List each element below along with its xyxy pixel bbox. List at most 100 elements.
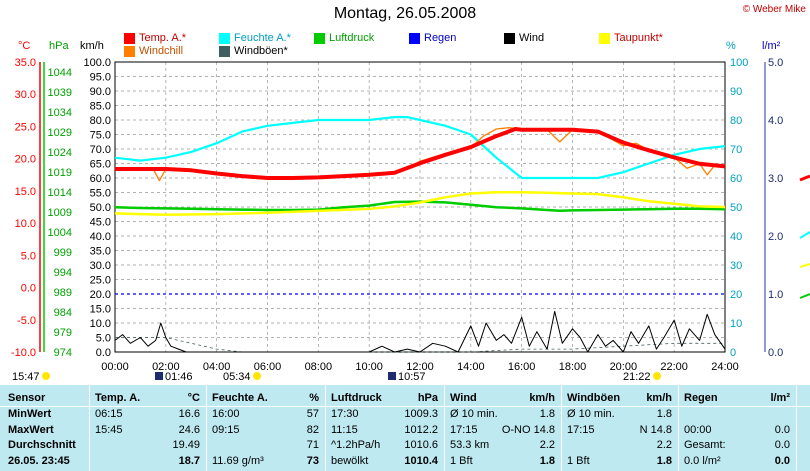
sun-marker-icon: [652, 372, 661, 380]
edge-mark: [799, 231, 810, 239]
wind-tick-label: 80.0: [90, 115, 111, 127]
table-header: Windböen: [567, 392, 621, 404]
wind-tick-label: 15.0: [90, 304, 111, 316]
table-header: Luftdruck: [331, 392, 382, 404]
table-cell-label: 16:00: [212, 408, 240, 420]
x-tick-label: 20:00: [610, 361, 638, 373]
rain-axis-unit: l/m²: [762, 40, 781, 52]
table-cell-value: 18.7: [178, 454, 200, 467]
temp-tick-label: 5.0: [21, 250, 36, 262]
humidity-tick-label: 90: [730, 86, 742, 98]
x-tick-label: 24:00: [711, 361, 739, 373]
wind-axis-unit: km/h: [80, 40, 104, 52]
table-cell-label: 0.0 l/m²: [684, 454, 721, 467]
x-tick-label: 14:00: [457, 361, 485, 373]
table-header: Feuchte A.: [212, 392, 268, 404]
legend-swatch-pressure: [314, 32, 325, 44]
table-cell-value: 0.0: [774, 454, 790, 467]
table-cell-value: 1.8: [656, 454, 672, 467]
pressure-tick-label: 1014: [48, 187, 72, 199]
wind-tick-label: 85.0: [90, 101, 111, 113]
legend-item-windchill: Windchill: [124, 45, 183, 57]
rain-tick-label: 5.0: [768, 57, 783, 69]
pressure-tick-label: 1029: [48, 127, 72, 139]
x-tick-label: 04:00: [203, 361, 231, 373]
series-line-taupunkt: [114, 190, 726, 216]
pressure-tick-label: 1034: [48, 107, 72, 119]
rain-tick-label: 3.0: [768, 173, 783, 185]
table-cell-value: O-NO 14.8: [501, 423, 555, 436]
wind-tick-label: 95.0: [90, 72, 111, 84]
temp-tick-label: 15.0: [15, 186, 36, 198]
series-line-feuchtea: [114, 115, 726, 180]
table-header-unit: km/h: [529, 392, 555, 404]
wind-tick-label: 20.0: [90, 289, 111, 301]
table-cell-label: 17:30: [331, 408, 359, 420]
credit-label: © Weber Mike: [742, 4, 806, 15]
legend-item-wind: Wind: [504, 32, 544, 44]
temp-tick-label: -10.0: [11, 347, 36, 359]
table-cell-label: bewölkt: [331, 454, 369, 467]
legend-item-gust: Windböen*: [219, 45, 288, 57]
x-tick-label: 16:00: [508, 361, 536, 373]
timestamp-t4: 21:22: [623, 371, 661, 383]
pressure-tick-label: 999: [54, 247, 72, 259]
rain-tick-label: 4.0: [768, 115, 783, 127]
table-cell-value: 19.49: [172, 439, 200, 451]
legend-item-temp: Temp. A.*: [124, 32, 186, 44]
sun-marker-icon: [41, 372, 50, 380]
table-cell-value: 16.6: [178, 408, 200, 420]
table-cell-label: 11:15: [331, 423, 358, 436]
table-cell-value: 2.2: [539, 439, 555, 451]
table-header-unit: km/h: [646, 392, 672, 404]
legend-item-pressure: Luftdruck: [314, 32, 374, 44]
table-cell-value: N 14.8: [639, 423, 672, 436]
temp-tick-label: 10.0: [15, 218, 36, 230]
legend-swatch-rain: [409, 32, 420, 44]
legend-swatch-gust: [219, 45, 230, 57]
pressure-tick-label: 994: [54, 267, 72, 279]
x-tick-label: 06:00: [254, 361, 282, 373]
x-tick-label: 12:00: [406, 361, 434, 373]
edge-mark: [799, 293, 810, 299]
table-cell-value: 0.0: [774, 423, 790, 436]
humidity-tick-label: 80: [730, 115, 742, 127]
wind-tick-label: 35.0: [90, 246, 111, 258]
table-header: Regen: [684, 392, 718, 404]
table-cell-value: 57: [306, 408, 319, 420]
table-cell-label: 17:15: [567, 423, 595, 436]
table-cell-value: 1.8: [656, 408, 672, 420]
wind-tick-label: 10.0: [90, 318, 111, 330]
table-cell-value: 2.2: [656, 439, 672, 451]
legend-item-dewpoint: Taupunkt*: [599, 32, 663, 44]
legend-swatch-dewpoint: [599, 32, 610, 44]
timestamp-t1: 01:46: [155, 371, 193, 383]
row-label-max: MaxWert: [8, 423, 54, 436]
humidity-tick-label: 100: [730, 57, 748, 69]
table-cell-label: 09:15: [212, 423, 240, 436]
pressure-tick-label: 1044: [48, 67, 72, 79]
wind-tick-label: 100.0: [83, 57, 111, 69]
table-header-unit: l/m²: [770, 392, 790, 404]
pressure-tick-label: 979: [54, 327, 72, 339]
x-tick-label: 08:00: [305, 361, 333, 373]
table-header: Wind: [450, 392, 477, 404]
table-cell-value: 1.8: [539, 454, 555, 467]
table-cell-label: 53.3 km: [450, 439, 490, 451]
wind-tick-label: 25.0: [90, 275, 111, 287]
wind-tick-label: 60.0: [90, 173, 111, 185]
table-cell-value: 71: [306, 439, 319, 451]
rain-tick-label: 2.0: [768, 231, 783, 243]
x-tick-label: 10:00: [355, 361, 383, 373]
wind-tick-label: 75.0: [90, 130, 111, 142]
table-cell-value: 0.0: [774, 439, 790, 451]
table-header-sensor: Sensor: [8, 392, 46, 404]
table-cell-label: Ø 10 min.: [450, 408, 498, 420]
temp-tick-label: 30.0: [15, 89, 36, 101]
table-cell-label: Gesamt:: [684, 439, 726, 451]
pressure-axis-unit: hPa: [49, 40, 69, 52]
legend-swatch-windchill: [124, 45, 135, 57]
table-cell-value: 1010.4: [404, 454, 438, 467]
wind-tick-label: 5.0: [96, 333, 111, 345]
x-tick-label: 18:00: [559, 361, 587, 373]
